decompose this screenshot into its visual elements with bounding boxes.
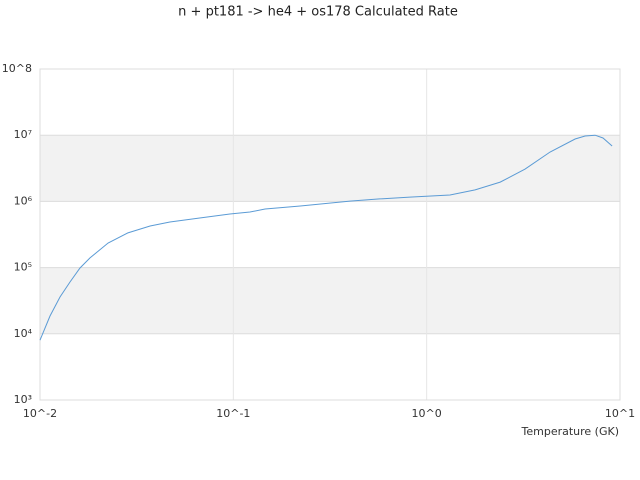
y-tick-label: 10⁷ <box>14 128 32 141</box>
y-tick-label: 10⁵ <box>14 261 32 274</box>
y-tick-label: 10⁴ <box>14 327 33 340</box>
y-tick-label: 10^8 <box>2 62 32 75</box>
x-tick-label: 10^0 <box>412 407 442 420</box>
x-axis-label: Temperature (GK) <box>521 425 620 438</box>
data-line <box>39 134 613 341</box>
y-tick-label: 10³ <box>14 393 32 406</box>
plot-frame <box>39 68 621 401</box>
chart-title: n + pt181 -> he4 + os178 Calculated Rate <box>178 5 458 20</box>
x-tick-label: 10^-2 <box>23 407 57 420</box>
y-tick-label: 10⁶ <box>14 194 33 207</box>
x-tick-label: 10^-1 <box>216 407 250 420</box>
grid-band <box>40 267 620 334</box>
x-tick-label: 10^1 <box>605 407 635 420</box>
grid-band <box>40 135 620 202</box>
